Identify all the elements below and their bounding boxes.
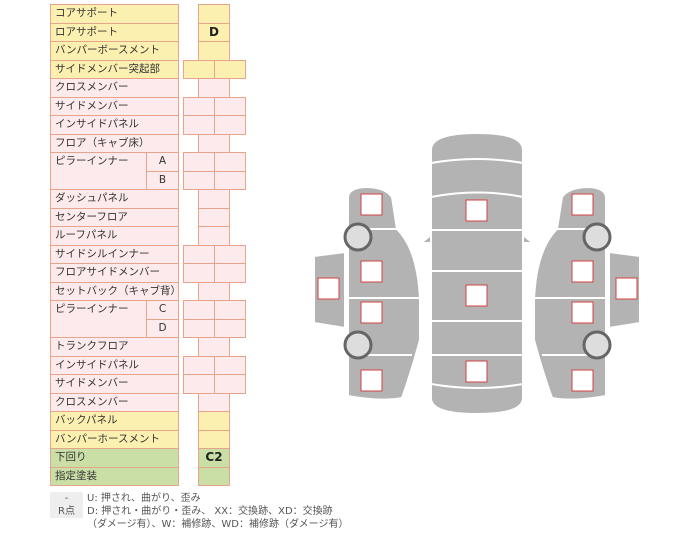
row-label: 指定塗装 (50, 467, 179, 486)
value-cell-right[interactable] (214, 171, 246, 190)
wheel-icon (582, 330, 612, 360)
value-cell-right[interactable] (214, 115, 246, 135)
row-label: バンパーホースメント (50, 430, 179, 449)
row-label: クロスメンバー (50, 393, 179, 412)
row-label: 下回り (50, 448, 179, 468)
marker-box[interactable] (571, 193, 594, 216)
row-label: サイドメンバー (50, 97, 179, 116)
marker-box[interactable] (571, 260, 594, 283)
row-label: センターフロア (50, 208, 179, 227)
legend-text: （ダメージ有）、W：補修跡、WD：補修跡（ダメージ有） (87, 519, 349, 530)
row-label: サイドシルインナー (50, 245, 179, 264)
value-cell-right[interactable] (214, 319, 246, 338)
wheel-icon (343, 222, 373, 252)
marker-box[interactable] (571, 301, 594, 324)
marker-box[interactable] (465, 284, 488, 307)
row-sublabel: B (146, 171, 179, 190)
marker-box[interactable] (360, 369, 383, 392)
legend-text: D: 押され・曲がり・歪み、 XX：交換跡、XD：交換跡 (87, 506, 333, 517)
wheel-icon (582, 222, 612, 252)
marker-box[interactable] (615, 277, 638, 300)
marker-box[interactable] (465, 199, 488, 222)
wheel-icon (343, 330, 373, 360)
value-cell-right[interactable] (214, 374, 246, 394)
marker-box[interactable] (317, 277, 340, 300)
row-label: ピラーインナー (50, 300, 147, 338)
marker-box[interactable] (465, 360, 488, 383)
row-label: サイドメンバー (50, 374, 179, 394)
row-label: インサイドパネル (50, 115, 179, 135)
car-left-side (347, 185, 421, 401)
marker-box[interactable] (360, 193, 383, 216)
value-cell[interactable] (198, 467, 230, 486)
value-cell-right[interactable] (214, 263, 246, 283)
car-right-side (533, 185, 607, 401)
marker-box[interactable] (360, 301, 383, 324)
hood-arrow-right (522, 232, 536, 244)
marker-box[interactable] (360, 260, 383, 283)
car-body-top (430, 131, 524, 416)
value-cell-right[interactable] (214, 60, 246, 79)
row-label: トランクフロア (50, 337, 179, 357)
legend-text: U: 押され、曲がり、歪み (87, 493, 201, 504)
legend-key: R点 (50, 505, 83, 518)
marker-box[interactable] (571, 369, 594, 392)
hood-arrow-left (418, 232, 432, 244)
legend: - U: 押され、曲がり、歪み R点 D: 押され・曲がり・歪み、 XX：交換跡、X… (50, 492, 348, 531)
legend-key: - (50, 492, 83, 505)
row-label: サイドメンバー突起部 (50, 60, 179, 79)
